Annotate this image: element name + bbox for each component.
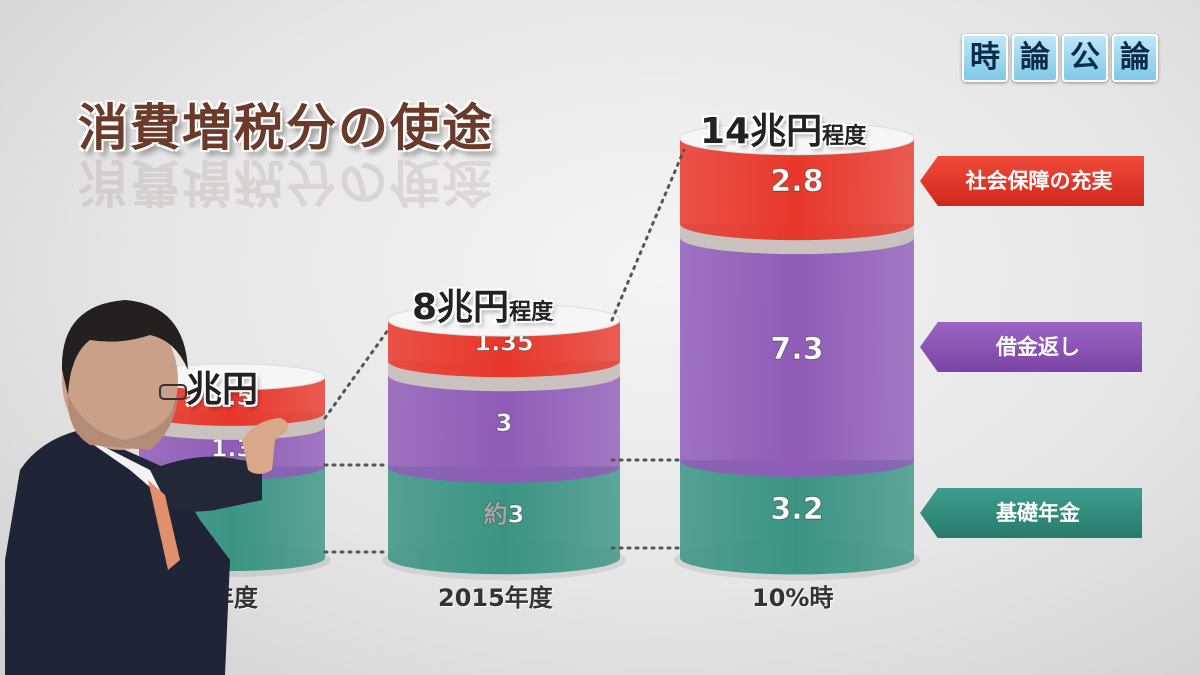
chart-title: 消費増税分の使途 bbox=[78, 99, 494, 157]
data-label-3-1: 3.2 bbox=[770, 492, 823, 527]
logo-char-3: 公 bbox=[1062, 34, 1108, 82]
logo-char-1: 時 bbox=[962, 34, 1008, 82]
bar-segment-3-1 bbox=[680, 460, 914, 575]
x-tick-label-3: 10%時 bbox=[752, 584, 834, 612]
total-label-1: 兆円 bbox=[186, 360, 258, 412]
legend-social-security: 社会保障の充実 bbox=[920, 156, 1144, 206]
title-reflection: 消費増税分の使途 bbox=[78, 153, 494, 211]
data-label-3-3: 2.8 bbox=[770, 164, 823, 199]
legend-basic-pension: 基礎年金 bbox=[920, 488, 1142, 538]
data-label-2-2: 3 bbox=[496, 409, 513, 437]
connector-line-1 bbox=[323, 328, 390, 420]
total-suffix-2: 程度 bbox=[509, 300, 554, 325]
legend-debt-repayment: 借金返し bbox=[920, 322, 1142, 372]
total-amount-1: 兆円 bbox=[186, 369, 259, 410]
total-suffix-3: 程度 bbox=[822, 124, 867, 149]
data-label-3-2: 7.3 bbox=[770, 332, 823, 367]
bar-top-cap-3 bbox=[679, 121, 915, 156]
logo-char-4: 論 bbox=[1112, 34, 1158, 82]
bar-segment-2-1 bbox=[388, 466, 620, 575]
bar-top-cap-2 bbox=[387, 303, 621, 337]
bar-segment-2-2 bbox=[388, 375, 620, 483]
x-tick-label-2: 2015年度 bbox=[438, 584, 553, 612]
x-tick-label-1: 年度 bbox=[210, 584, 258, 612]
data-label-2-1: 約3 bbox=[484, 500, 525, 528]
connector-line-4 bbox=[610, 148, 686, 322]
program-logo: 時 論 公 論 bbox=[962, 34, 1158, 82]
total-amount-3: 14兆円 bbox=[700, 111, 823, 152]
logo-char-2: 論 bbox=[1012, 34, 1058, 82]
total-amount-2: 8兆円 bbox=[412, 287, 510, 328]
bar-segment-1-1 bbox=[139, 466, 325, 572]
total-label-2: 8兆円程度 bbox=[412, 278, 553, 330]
bar-segment-3-3 bbox=[680, 138, 914, 241]
bar-segment-3-2 bbox=[680, 237, 914, 477]
total-label-3: 14兆円程度 bbox=[700, 102, 866, 154]
